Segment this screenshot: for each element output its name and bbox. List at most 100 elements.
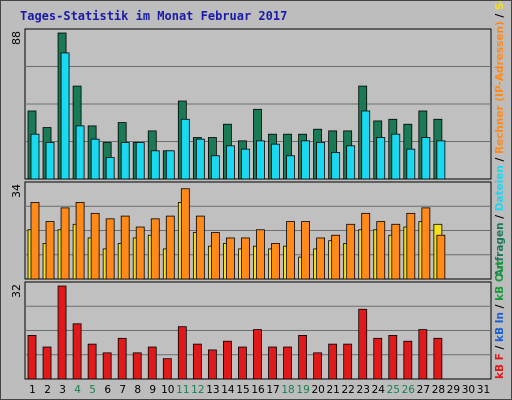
x-tick-label: 30 — [462, 384, 475, 396]
sites-bar — [436, 234, 446, 280]
files-bar — [45, 142, 55, 180]
sites-bar — [391, 223, 401, 280]
legend-top: Anfragen / Dateien / Rechner (IP-Adresse… — [494, 1, 506, 277]
kbytes-bar — [403, 340, 413, 380]
x-tick-label: 25 — [387, 384, 400, 396]
kbytes-bar — [223, 340, 232, 380]
kbytes-bar — [192, 343, 202, 380]
kbytes-bar — [42, 346, 52, 380]
kbytes-bar — [298, 335, 307, 380]
kbytes-bar — [72, 323, 82, 380]
x-tick-label: 1 — [29, 384, 36, 396]
legend-bottom-part: / — [494, 301, 506, 312]
legend-top-part: Dateien — [494, 165, 506, 211]
sites-bar — [210, 232, 220, 280]
files-bar — [30, 133, 40, 180]
x-tick-label: 29 — [447, 384, 460, 396]
sites-bar — [376, 221, 386, 280]
files-bar — [90, 138, 100, 180]
x-tick-label: 2 — [44, 384, 51, 396]
files-bar — [120, 142, 130, 180]
requests-files-panel-ymax-label: 88 — [10, 31, 23, 45]
sites-bar — [60, 207, 70, 280]
kbytes-bar — [27, 335, 37, 380]
sites-bar — [30, 202, 40, 280]
sites-bar — [256, 229, 265, 280]
files-bar — [436, 140, 446, 180]
x-tick-label: 28 — [432, 384, 445, 396]
sites-bar — [346, 223, 356, 280]
files-bar — [376, 137, 386, 180]
sites-bar — [180, 188, 190, 280]
files-bar — [135, 142, 145, 180]
sites-bar — [421, 207, 431, 280]
files-bar — [210, 155, 220, 180]
files-bar — [271, 143, 280, 180]
sites-bar — [226, 237, 235, 280]
x-tick-label: 20 — [311, 384, 324, 396]
sites-bar — [286, 221, 295, 280]
kbytes-bar — [57, 285, 67, 380]
kbytes-bar — [147, 346, 157, 380]
legend-top-part: Anfragen — [494, 222, 506, 277]
legend-top-part: Seiten — [494, 1, 506, 10]
kbytes-bar — [433, 337, 443, 380]
x-tick-label: 17 — [266, 384, 279, 396]
sites-bar — [90, 212, 100, 280]
kbytes-bar — [162, 358, 172, 380]
kbytes-bar — [388, 335, 398, 380]
files-bar — [316, 142, 326, 180]
legend-bottom-part: / — [494, 342, 506, 353]
kbytes-panel-ymax-label: 32 — [10, 284, 23, 298]
x-tick-label: 8 — [134, 384, 141, 396]
x-tick-label: 3 — [59, 384, 66, 396]
legend-bottom: kB F / kB In / kB Out — [494, 261, 506, 379]
files-bar — [226, 145, 235, 180]
x-tick-label: 10 — [161, 384, 174, 396]
kbytes-bar — [117, 337, 127, 380]
sites-bar — [331, 234, 341, 280]
x-tick-label: 12 — [191, 384, 204, 396]
x-tick-label: 13 — [206, 384, 219, 396]
kbytes-bar — [238, 346, 247, 380]
sites-bar — [135, 226, 145, 280]
sites-bar — [406, 212, 416, 280]
files-bar — [331, 152, 341, 180]
legend-bottom-part: kB In — [494, 312, 506, 342]
x-tick-label: 18 — [281, 384, 294, 396]
sites-bar — [195, 215, 205, 280]
files-bar — [105, 157, 115, 180]
sites-bar — [105, 218, 115, 280]
x-tick-label: 31 — [477, 384, 490, 396]
x-tick-label: 19 — [296, 384, 309, 396]
sites-bar — [271, 243, 280, 280]
kbytes-bar — [102, 352, 112, 380]
legend-bottom-part: kB Out — [494, 261, 506, 301]
sites-bar — [45, 221, 55, 280]
sites-bar — [301, 221, 310, 280]
x-tick-label: 15 — [236, 384, 249, 396]
legend-top-part: / — [494, 10, 506, 21]
files-bar — [75, 125, 85, 180]
kbytes-bar — [328, 343, 338, 380]
x-tick-label: 14 — [221, 384, 235, 396]
x-tick-label: 5 — [89, 384, 96, 396]
x-tick-label: 27 — [417, 384, 430, 396]
x-tick-label: 24 — [372, 384, 386, 396]
files-bar — [180, 118, 190, 180]
x-tick-label: 6 — [104, 384, 111, 396]
kbytes-bar — [87, 343, 97, 380]
x-tick-label: 21 — [326, 384, 339, 396]
legend-top-part: / — [494, 211, 506, 222]
kbytes-bar — [207, 349, 217, 380]
kbytes-bar — [283, 346, 292, 380]
sites-bar — [150, 218, 160, 280]
x-tick-label: 23 — [357, 384, 370, 396]
legend-top-part: / — [494, 154, 506, 165]
x-tick-label: 22 — [342, 384, 355, 396]
sites-bar — [361, 212, 371, 280]
kbytes-bar — [418, 329, 428, 380]
x-tick-label: 9 — [149, 384, 156, 396]
kbytes-bar — [177, 326, 187, 380]
